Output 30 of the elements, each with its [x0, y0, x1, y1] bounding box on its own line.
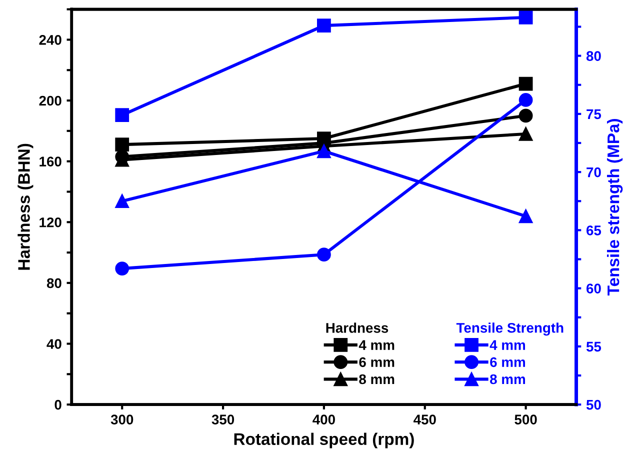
y2-tick-label: 50 [586, 400, 601, 410]
y-tick-label: 0 [54, 400, 62, 410]
y-tick-label: 200 [39, 96, 62, 106]
y2-tick-label: 65 [586, 226, 602, 236]
legend-label: 8 mm [359, 374, 394, 384]
y2-tick-label: 55 [586, 342, 602, 352]
legend-label: 4 mm [490, 340, 526, 350]
legend-label: 6 mm [490, 357, 526, 368]
y-tick-label: 120 [40, 217, 62, 228]
x-tick-label: 350 [212, 414, 234, 424]
y2-tick-label: 70 [586, 167, 601, 178]
y2-axis-title: Tensile strength (MPa) [607, 119, 623, 296]
x-axis-title: Rotational speed (rpm) [234, 432, 414, 448]
y-tick-label: 40 [46, 339, 62, 349]
y-tick-label: 80 [46, 278, 62, 288]
y-axis-title: Hardness (BHN) [18, 144, 34, 270]
legend-label: 4 mm [358, 340, 394, 350]
x-tick-label: 450 [414, 414, 436, 424]
y2-tick-label: 75 [586, 109, 602, 120]
y2-tick-label: 60 [586, 284, 601, 294]
legend-label: 8 mm [490, 374, 526, 384]
legend-label: 6 mm [359, 357, 394, 368]
y-tick-label: 240 [39, 35, 62, 45]
x-tick-label: 500 [514, 414, 537, 424]
x-tick-label: 300 [110, 414, 134, 424]
y-tick-label: 160 [40, 156, 62, 166]
text: Tensile Strength [456, 322, 564, 336]
x-tick-label: 400 [312, 414, 335, 424]
text: Hardness [326, 322, 388, 333]
y2-tick-label: 80 [586, 51, 601, 61]
